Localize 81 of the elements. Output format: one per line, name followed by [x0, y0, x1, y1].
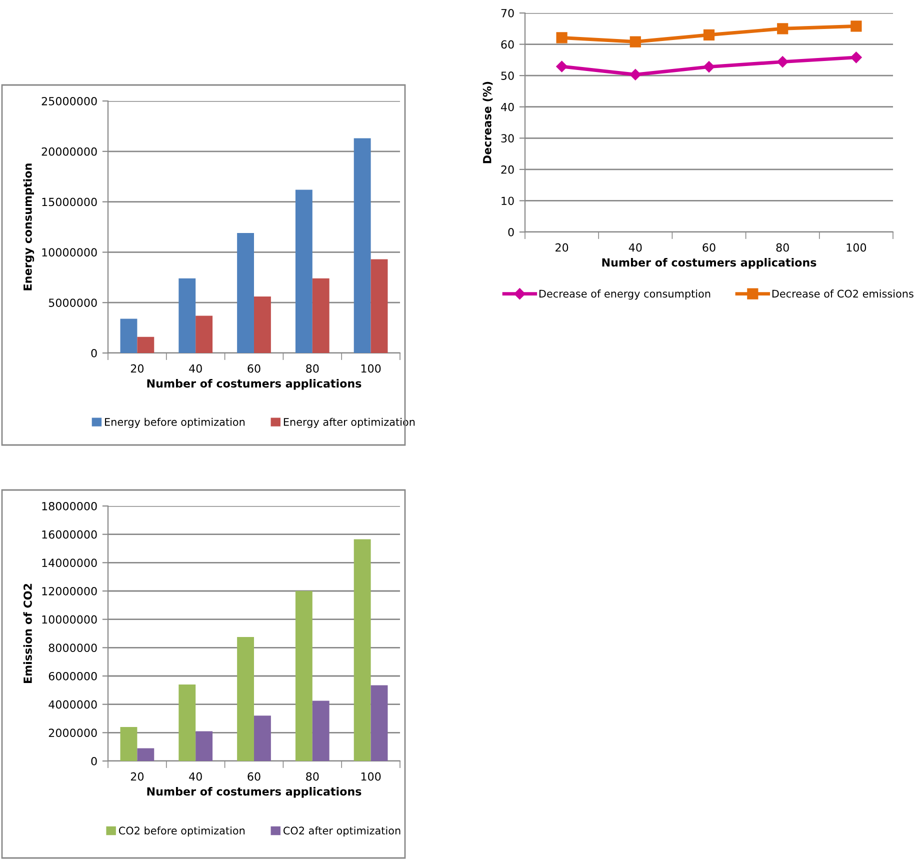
y-tick-label: 40 — [500, 102, 514, 112]
bar — [196, 731, 213, 761]
y-axis-title: Emission of CO2 — [23, 584, 32, 684]
x-tick-label: 60 — [702, 243, 716, 252]
point — [703, 29, 715, 40]
bar — [370, 259, 388, 353]
x-tick-label: 80 — [306, 772, 319, 781]
bar — [295, 591, 312, 761]
y-tick-label: 30 — [501, 134, 514, 143]
bar — [312, 700, 330, 761]
y-tick-label: 60 — [501, 40, 514, 49]
x-axis-title: Number of costumers applications — [147, 379, 362, 390]
y-tick-label: 12000000 — [42, 586, 97, 596]
bar — [178, 684, 196, 761]
bar — [120, 318, 138, 353]
bar — [237, 233, 254, 353]
legend-label: Decrease of CO2 emissions — [772, 290, 914, 298]
y-tick-label: 16000000 — [42, 530, 97, 539]
bar — [254, 716, 271, 761]
x-tick-label: 100 — [846, 243, 866, 252]
y-tick-label: 6000000 — [48, 672, 97, 680]
x-tick-label: 20 — [130, 364, 144, 373]
y-axis-title: Decrease (%) — [482, 82, 493, 164]
x-tick-label: 80 — [306, 364, 319, 373]
bar — [137, 336, 154, 353]
y-tick-label: 15000000 — [42, 198, 97, 206]
y-tick-label: 18000000 — [42, 502, 97, 510]
legend-label: Energy after optimization — [284, 418, 415, 428]
bar — [120, 727, 138, 761]
x-tick-label: 60 — [248, 772, 260, 781]
y-tick-label: 50 — [501, 72, 514, 80]
y-tick-label: 10000000 — [42, 615, 97, 624]
y-tick-label: 25000000 — [42, 96, 97, 106]
y-tick-label: 10000000 — [42, 248, 97, 257]
bar — [370, 685, 388, 761]
y-tick-label: 0 — [91, 348, 97, 358]
bar — [196, 316, 213, 353]
x-tick-label: 100 — [361, 772, 381, 781]
x-tick-label: 100 — [361, 364, 381, 373]
x-axis-title: Number of costumers applications — [602, 258, 816, 269]
x-tick-label: 20 — [130, 772, 144, 781]
x-tick-label: 80 — [776, 243, 789, 252]
y-tick-label: 14000000 — [42, 558, 97, 568]
y-tick-label: 8000000 — [48, 644, 97, 652]
point — [630, 69, 642, 80]
x-axis-title: Number of costumers applications — [147, 787, 362, 798]
bar — [312, 278, 330, 353]
legend-label: Decrease of energy consumption — [539, 290, 710, 300]
y-tick-label: 0 — [91, 756, 97, 766]
x-tick-label: 60 — [248, 364, 260, 373]
y-tick-label: 4000000 — [48, 700, 97, 709]
y-tick-label: 2000000 — [48, 728, 97, 738]
legend-label: CO2 before optimization — [118, 826, 245, 837]
point — [630, 36, 641, 48]
point — [703, 61, 715, 72]
y-tick-label: 20000000 — [42, 147, 97, 156]
point — [850, 52, 862, 64]
point — [776, 56, 788, 68]
bar — [254, 296, 271, 353]
y-tick-label: 0 — [508, 228, 514, 236]
bar — [354, 539, 371, 761]
bar — [295, 190, 312, 353]
x-tick-label: 40 — [189, 772, 202, 781]
x-tick-label: 40 — [628, 243, 642, 252]
bar — [178, 278, 196, 353]
y-tick-label: 20 — [501, 165, 514, 174]
legend-label: Energy before optimization — [105, 418, 245, 428]
bar — [354, 138, 371, 353]
bar — [137, 748, 154, 761]
x-tick-label: 40 — [189, 364, 202, 373]
y-tick-label: 70 — [501, 8, 514, 18]
y-axis-title: Energy consumption — [23, 164, 34, 290]
point — [556, 32, 568, 44]
y-tick-label: 5000000 — [48, 298, 97, 307]
point — [556, 60, 568, 72]
point — [777, 23, 788, 34]
point — [850, 20, 862, 32]
x-tick-label: 20 — [556, 243, 568, 252]
legend-label: CO2 after optimization — [284, 826, 400, 837]
y-tick-label: 10 — [502, 196, 514, 206]
bar — [237, 637, 254, 761]
